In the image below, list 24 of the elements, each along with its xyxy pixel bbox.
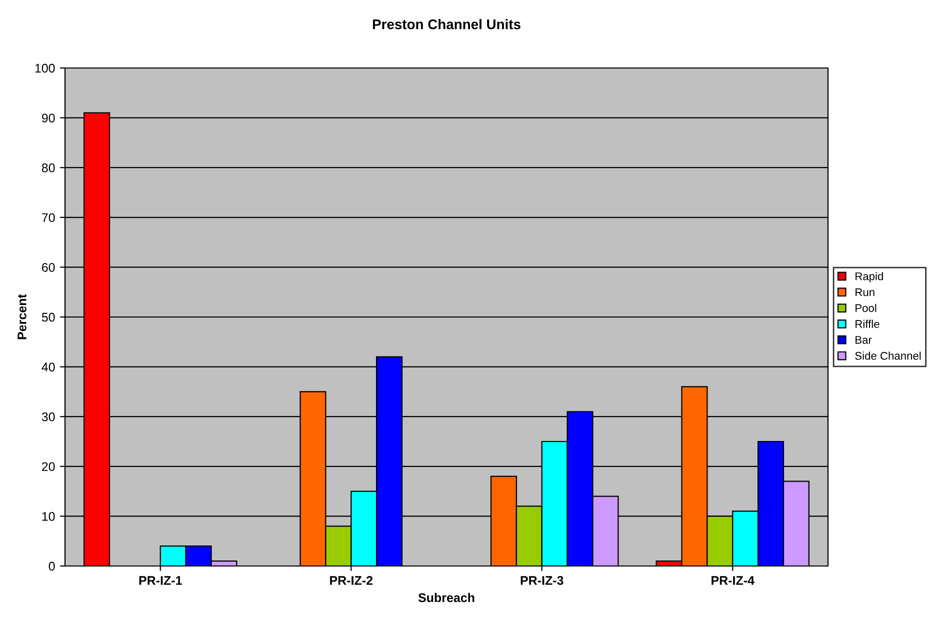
y-tick-label: 40 [42,362,55,372]
y-axis-title: Percent [18,294,26,340]
y-tick-label: 30 [42,412,55,422]
y-tick-label: 50 [42,312,55,322]
x-tick-label: PR-IZ-1 [139,576,182,585]
legend-label: Run [856,288,874,296]
x-axis-title: Subreach [418,592,474,602]
y-tick-label: 20 [42,462,55,472]
legend-label: Pool [856,304,876,312]
legend-label: Bar [856,336,872,344]
y-tick-label: 70 [42,213,55,222]
x-tick-label: PR-IZ-3 [520,576,564,585]
y-tick-label: 100 [35,64,55,73]
y-tick-label: 10 [42,512,55,521]
legend-label: Side Channel [855,352,921,360]
x-tick-label: PR-IZ-4 [712,576,754,585]
x-tick-label: PR-IZ-2 [330,576,372,585]
legend-label: Rapid [856,272,883,282]
y-tick-label: 90 [42,114,55,122]
chart-title: Preston Channel Units [372,19,520,30]
legend-label: Riffle [856,320,880,328]
y-tick-label: 60 [42,263,55,272]
y-tick-label: 80 [42,163,55,172]
y-tick-label: 0 [48,562,55,571]
